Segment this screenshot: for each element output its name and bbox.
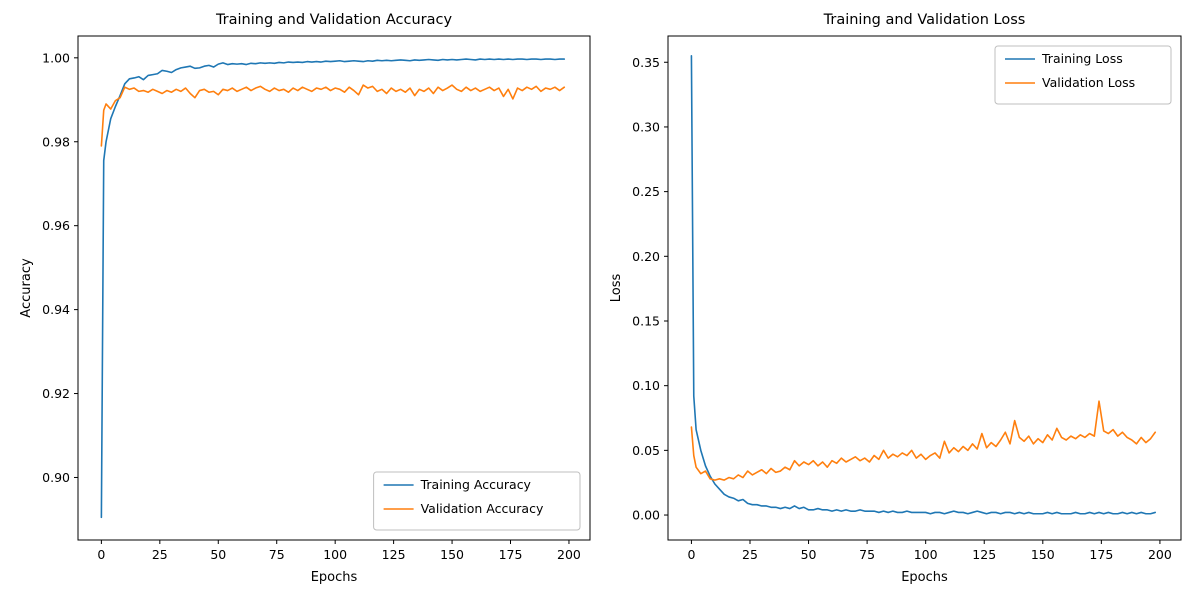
y-tick-label: 0.92 [42,386,70,401]
x-tick-label: 200 [557,547,581,562]
y-tick-label: 0.00 [632,508,660,523]
y-tick-label: 0.25 [632,184,660,199]
series-line-training-accuracy [100,58,566,519]
x-tick-label: 25 [742,547,758,562]
y-tick-label: 0.98 [42,134,70,149]
legend-box [373,471,581,531]
x-tick-label: 50 [801,547,817,562]
x-tick-label: 175 [499,547,523,562]
y-tick-label: 0.35 [632,55,660,70]
y-tick-label: 0.96 [42,218,70,233]
x-tick-label: 75 [859,547,875,562]
legend: Training Accuracy Validation Accuracy [373,471,581,531]
x-tick-label: 75 [269,547,285,562]
x-tick-label: 200 [1148,547,1172,562]
y-tick-label: 0.05 [632,443,660,458]
x-tick-label: 100 [323,547,347,562]
legend-box [994,45,1172,105]
x-tick-label: 125 [972,547,996,562]
x-tick-label: 150 [1031,547,1055,562]
x-tick-label: 175 [1089,547,1113,562]
legend-label: Training Loss [1041,51,1123,66]
series-line-validation-loss [690,400,1157,481]
loss-chart: 0 25 50 75 100 125 150 175 200 0.00 0.05 0.10 0.15 0.… [609,12,1182,585]
y-tick-label: 0.94 [42,302,70,317]
y-tick-label: 0.15 [632,313,660,328]
legend-label: Training Accuracy [420,477,532,492]
axes-box [667,35,1182,541]
series-line-validation-accuracy [100,84,566,147]
x-tick-label: 0 [97,547,105,562]
x-tick-label: 0 [687,547,695,562]
x-tick-label: 100 [914,547,938,562]
x-tick-label: 50 [210,547,226,562]
y-axis-label: Loss [609,274,624,303]
legend-label: Validation Accuracy [421,501,544,516]
x-tick-label: 150 [440,547,464,562]
y-axis-label: Accuracy [19,258,34,318]
y-tick-label: 0.90 [42,470,70,485]
chart-title: Training and Validation Loss [823,12,1026,28]
chart-title: Training and Validation Accuracy [215,12,453,28]
y-tick-label: 1.00 [42,50,70,65]
series-line-training-loss [690,54,1157,515]
legend-label: Validation Loss [1042,75,1135,90]
y-tick-label: 0.20 [632,249,660,264]
legend: Training Loss Validation Loss [994,45,1172,105]
accuracy-chart: 0 25 50 75 100 125 150 175 200 0.90 0.92 0.94 0.96 0.… [19,12,591,585]
y-tick-label: 0.10 [632,378,660,393]
x-tick-label: 25 [152,547,168,562]
x-axis-label: Epochs [311,570,358,585]
axes-box [77,35,591,541]
x-tick-label: 125 [382,547,406,562]
y-tick-label: 0.30 [632,119,660,134]
x-axis-label: Epochs [901,570,948,585]
